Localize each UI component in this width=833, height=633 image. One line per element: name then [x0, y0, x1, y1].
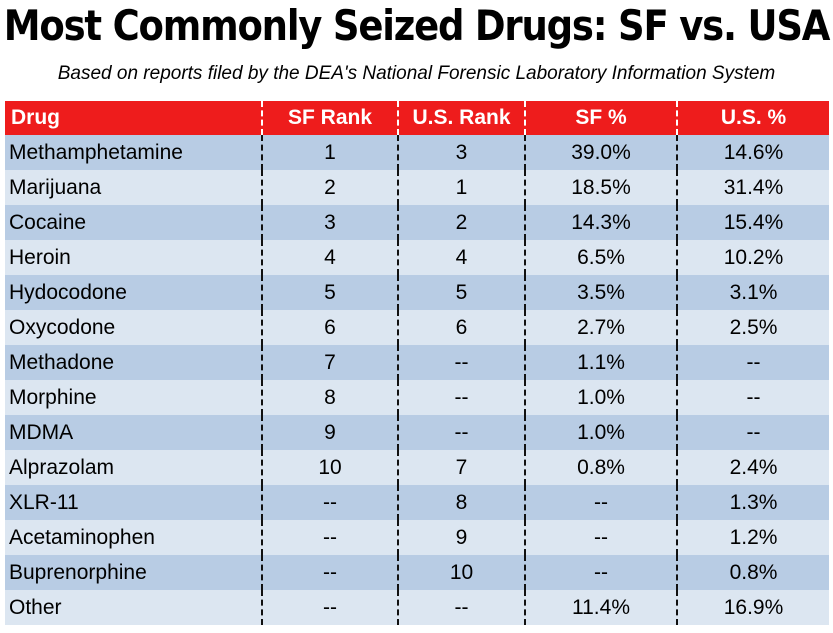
us-rank-cell: 4	[397, 240, 525, 275]
drug-cell: MDMA	[5, 415, 262, 450]
table-row: XLR-11 -- 8 -- 1.3%	[5, 485, 829, 520]
table-row: Methadone 7 -- 1.1% --	[5, 345, 829, 380]
us-percent-cell: 0.8%	[676, 555, 829, 590]
sf-rank-cell: --	[261, 590, 398, 625]
header-us-rank: U.S. Rank	[397, 101, 525, 135]
drug-cell: Oxycodone	[5, 310, 262, 345]
us-percent-cell: 14.6%	[676, 135, 829, 170]
us-rank-cell: 6	[397, 310, 525, 345]
drug-cell: Acetaminophen	[5, 520, 262, 555]
us-percent-cell: --	[676, 345, 829, 380]
table-row: MDMA 9 -- 1.0% --	[5, 415, 829, 450]
sf-rank-cell: 6	[261, 310, 398, 345]
drug-cell: Other	[5, 590, 262, 625]
header-us-percent: U.S. %	[676, 101, 829, 135]
us-percent-cell: 2.5%	[676, 310, 829, 345]
sf-percent-cell: 6.5%	[524, 240, 677, 275]
drug-cell: Cocaine	[5, 205, 262, 240]
us-rank-cell: --	[397, 590, 525, 625]
sf-percent-cell: 39.0%	[524, 135, 677, 170]
sf-percent-cell: --	[524, 485, 677, 520]
sf-rank-cell: 7	[261, 345, 398, 380]
header-sf-rank: SF Rank	[261, 101, 398, 135]
sf-percent-cell: 2.7%	[524, 310, 677, 345]
us-percent-cell: 2.4%	[676, 450, 829, 485]
us-rank-cell: 1	[397, 170, 525, 205]
us-percent-cell: --	[676, 380, 829, 415]
table-row: Heroin 4 4 6.5% 10.2%	[5, 240, 829, 275]
table-row: Hydocodone 5 5 3.5% 3.1%	[5, 275, 829, 310]
sf-percent-cell: 11.4%	[524, 590, 677, 625]
table-row: Other -- -- 11.4% 16.9%	[5, 590, 829, 625]
sf-rank-cell: 1	[261, 135, 398, 170]
us-percent-cell: 1.3%	[676, 485, 829, 520]
header-sf-percent: SF %	[524, 101, 677, 135]
us-rank-cell: --	[397, 380, 525, 415]
sf-rank-cell: 4	[261, 240, 398, 275]
drug-cell: Hydocodone	[5, 275, 262, 310]
chart-subtitle: Based on reports filed by the DEA's Nati…	[57, 63, 776, 84]
table-row: Alprazolam 10 7 0.8% 2.4%	[5, 450, 829, 485]
sf-percent-cell: 14.3%	[524, 205, 677, 240]
sf-rank-cell: --	[261, 555, 398, 590]
us-percent-cell: --	[676, 415, 829, 450]
table-row: Methamphetamine 1 3 39.0% 14.6%	[5, 135, 829, 170]
header-drug: Drug	[5, 101, 262, 135]
sf-rank-cell: 5	[261, 275, 398, 310]
us-rank-cell: 2	[397, 205, 525, 240]
us-rank-cell: 5	[397, 275, 525, 310]
table-row: Cocaine 3 2 14.3% 15.4%	[5, 205, 829, 240]
sf-rank-cell: 3	[261, 205, 398, 240]
drug-cell: Buprenorphine	[5, 555, 262, 590]
sf-percent-cell: 1.0%	[524, 415, 677, 450]
drug-cell: Heroin	[5, 240, 262, 275]
drug-cell: Marijuana	[5, 170, 262, 205]
sf-rank-cell: 2	[261, 170, 398, 205]
us-percent-cell: 16.9%	[676, 590, 829, 625]
sf-rank-cell: 8	[261, 380, 398, 415]
drug-cell: XLR-11	[5, 485, 262, 520]
drug-cell: Methadone	[5, 345, 262, 380]
table-row: Morphine 8 -- 1.0% --	[5, 380, 829, 415]
sf-percent-cell: 1.0%	[524, 380, 677, 415]
sf-rank-cell: 10	[261, 450, 398, 485]
sf-percent-cell: --	[524, 520, 677, 555]
sf-percent-cell: 0.8%	[524, 450, 677, 485]
sf-rank-cell: --	[261, 485, 398, 520]
us-percent-cell: 31.4%	[676, 170, 829, 205]
sf-rank-cell: 9	[261, 415, 398, 450]
chart-title: Most Commonly Seized Drugs: SF vs. USA	[3, 2, 831, 51]
us-rank-cell: 7	[397, 450, 525, 485]
drug-table: Drug SF Rank U.S. Rank SF % U.S. % Metha…	[5, 101, 829, 625]
us-rank-cell: 3	[397, 135, 525, 170]
sf-percent-cell: --	[524, 555, 677, 590]
drug-cell: Methamphetamine	[5, 135, 262, 170]
drug-cell: Alprazolam	[5, 450, 262, 485]
sf-percent-cell: 18.5%	[524, 170, 677, 205]
us-percent-cell: 10.2%	[676, 240, 829, 275]
us-percent-cell: 15.4%	[676, 205, 829, 240]
us-rank-cell: 9	[397, 520, 525, 555]
drug-cell: Morphine	[5, 380, 262, 415]
sf-percent-cell: 3.5%	[524, 275, 677, 310]
us-percent-cell: 3.1%	[676, 275, 829, 310]
table-row: Marijuana 2 1 18.5% 31.4%	[5, 170, 829, 205]
us-rank-cell: 8	[397, 485, 525, 520]
sf-rank-cell: --	[261, 520, 398, 555]
us-percent-cell: 1.2%	[676, 520, 829, 555]
table-row: Acetaminophen -- 9 -- 1.2%	[5, 520, 829, 555]
table-body: Methamphetamine 1 3 39.0% 14.6% Marijuana 2 1 18…	[5, 135, 829, 625]
table-row: Buprenorphine -- 10 -- 0.8%	[5, 555, 829, 590]
table-header-row: Drug SF Rank U.S. Rank SF % U.S. %	[5, 101, 829, 135]
table-row: Oxycodone 6 6 2.7% 2.5%	[5, 310, 829, 345]
sf-percent-cell: 1.1%	[524, 345, 677, 380]
us-rank-cell: 10	[397, 555, 525, 590]
us-rank-cell: --	[397, 415, 525, 450]
us-rank-cell: --	[397, 345, 525, 380]
